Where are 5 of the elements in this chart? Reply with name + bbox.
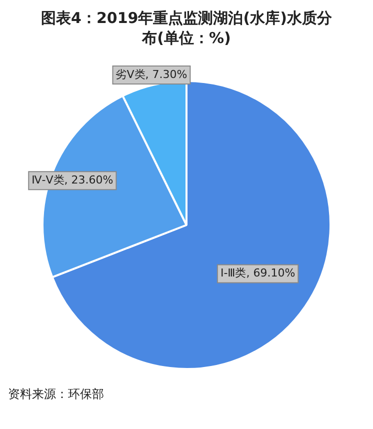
- text: 资料来源：环保部: [8, 386, 104, 403]
- slice-label: Ⅰ-Ⅲ类, 69.10%: [220, 266, 296, 280]
- slice-label: Ⅳ-Ⅴ类, 23.60%: [32, 174, 114, 187]
- chart-title: 图表4：2019年重点监测湖泊(水库)水质分布(单位：%): [40, 8, 333, 48]
- slice-label: 劣Ⅴ类, 7.30%: [116, 68, 188, 81]
